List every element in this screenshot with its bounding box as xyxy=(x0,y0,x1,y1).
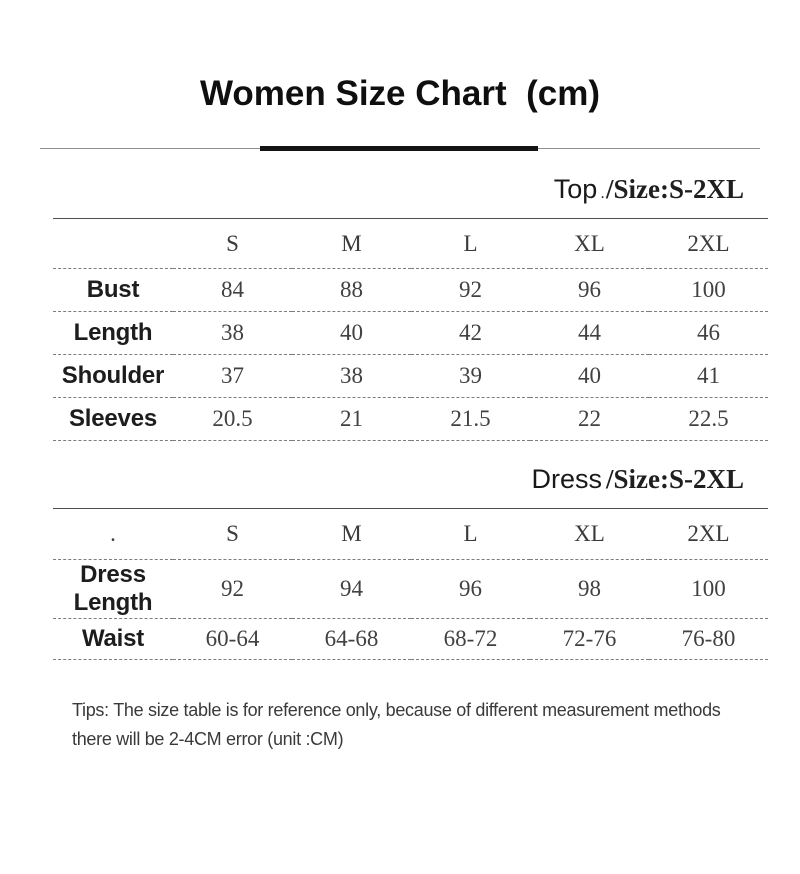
size-value-cell: 21.5 xyxy=(411,397,530,441)
size-value-cell: 20.5 xyxy=(173,397,292,441)
size-value-cell: 40 xyxy=(530,354,649,398)
top-section: Top ./Size:S-2XL S M L XL 2XL Bust 84 xyxy=(53,174,768,441)
column-header-s: S xyxy=(173,509,292,560)
top-heading-size: /Size:S-2XL xyxy=(606,174,744,204)
table-row-waist: Waist 60-64 64-68 68-72 72-76 76-80 xyxy=(53,618,768,660)
tips-note: Tips: The size table is for reference on… xyxy=(72,696,800,754)
size-value-cell: 98 xyxy=(530,559,649,619)
size-value-cell: 72-76 xyxy=(530,618,649,660)
size-value-cell: 68-72 xyxy=(411,618,530,660)
size-value-cell: 92 xyxy=(411,268,530,312)
row-label: Shoulder xyxy=(53,354,173,398)
size-value-cell: 92 xyxy=(173,559,292,619)
row-label: Length xyxy=(53,311,173,355)
size-value-cell: 94 xyxy=(292,559,411,619)
dress-size-table: . S M L XL 2XL Dress Length 92 94 96 98 … xyxy=(53,509,768,660)
size-value-cell: 84 xyxy=(173,268,292,312)
size-value-cell: 22 xyxy=(530,397,649,441)
size-value-cell: 38 xyxy=(173,311,292,355)
size-value-cell: 76-80 xyxy=(649,618,768,660)
column-header-m: M xyxy=(292,219,411,269)
row-label: Bust xyxy=(53,268,173,312)
corner-cell xyxy=(53,219,173,269)
column-header-xl: XL xyxy=(530,219,649,269)
size-chart-page: Women Size Chart (cm) Top ./Size:S-2XL S … xyxy=(0,74,800,874)
top-section-heading: Top ./Size:S-2XL xyxy=(53,174,768,219)
size-value-cell: 38 xyxy=(292,354,411,398)
title-divider xyxy=(0,146,800,152)
dress-heading-label: Dress xyxy=(531,464,602,494)
size-value-cell: 44 xyxy=(530,311,649,355)
table-row-length: Length 38 40 42 44 46 xyxy=(53,311,768,355)
table-row-sleeves: Sleeves 20.5 21 21.5 22 22.5 xyxy=(53,397,768,441)
row-label: Waist xyxy=(53,618,173,660)
top-heading-dot: . xyxy=(600,183,605,202)
page-title: Women Size Chart (cm) xyxy=(200,74,600,113)
size-value-cell: 60-64 xyxy=(173,618,292,660)
column-header-l: L xyxy=(411,509,530,560)
size-value-cell: 64-68 xyxy=(292,618,411,660)
header-row: S M L XL 2XL xyxy=(53,219,768,269)
column-header-xl: XL xyxy=(530,509,649,560)
size-value-cell: 96 xyxy=(530,268,649,312)
top-heading-label: Top xyxy=(553,174,598,204)
row-label: Dress Length xyxy=(53,559,173,619)
size-value-cell: 42 xyxy=(411,311,530,355)
size-value-cell: 96 xyxy=(411,559,530,619)
size-value-cell: 41 xyxy=(649,354,768,398)
size-value-cell: 46 xyxy=(649,311,768,355)
corner-cell: . xyxy=(53,509,173,560)
size-value-cell: 37 xyxy=(173,354,292,398)
column-header-s: S xyxy=(173,219,292,269)
size-value-cell: 40 xyxy=(292,311,411,355)
table-row-shoulder: Shoulder 37 38 39 40 41 xyxy=(53,354,768,398)
row-label: Sleeves xyxy=(53,397,173,441)
column-header-2xl: 2XL xyxy=(649,509,768,560)
size-value-cell: 100 xyxy=(649,268,768,312)
header-row: . S M L XL 2XL xyxy=(53,509,768,560)
dress-section: Dress/Size:S-2XL . S M L XL 2XL Dress Le… xyxy=(53,464,768,660)
table-row-bust: Bust 84 88 92 96 100 xyxy=(53,268,768,312)
tips-line-1: Tips: The size table is for reference on… xyxy=(72,700,721,720)
column-header-m: M xyxy=(292,509,411,560)
size-value-cell: 100 xyxy=(649,559,768,619)
column-header-2xl: 2XL xyxy=(649,219,768,269)
table-row-dress-length: Dress Length 92 94 96 98 100 xyxy=(53,559,768,619)
size-value-cell: 22.5 xyxy=(649,397,768,441)
size-value-cell: 39 xyxy=(411,354,530,398)
tips-line-2: there will be 2-4CM error (unit :CM) xyxy=(72,729,344,749)
top-size-table: S M L XL 2XL Bust 84 88 92 96 100 Length xyxy=(53,219,768,441)
dress-section-heading: Dress/Size:S-2XL xyxy=(53,464,768,509)
column-header-l: L xyxy=(411,219,530,269)
size-value-cell: 88 xyxy=(292,268,411,312)
divider-thick-line xyxy=(260,146,538,151)
dress-heading-size: /Size:S-2XL xyxy=(606,464,744,494)
size-value-cell: 21 xyxy=(292,397,411,441)
